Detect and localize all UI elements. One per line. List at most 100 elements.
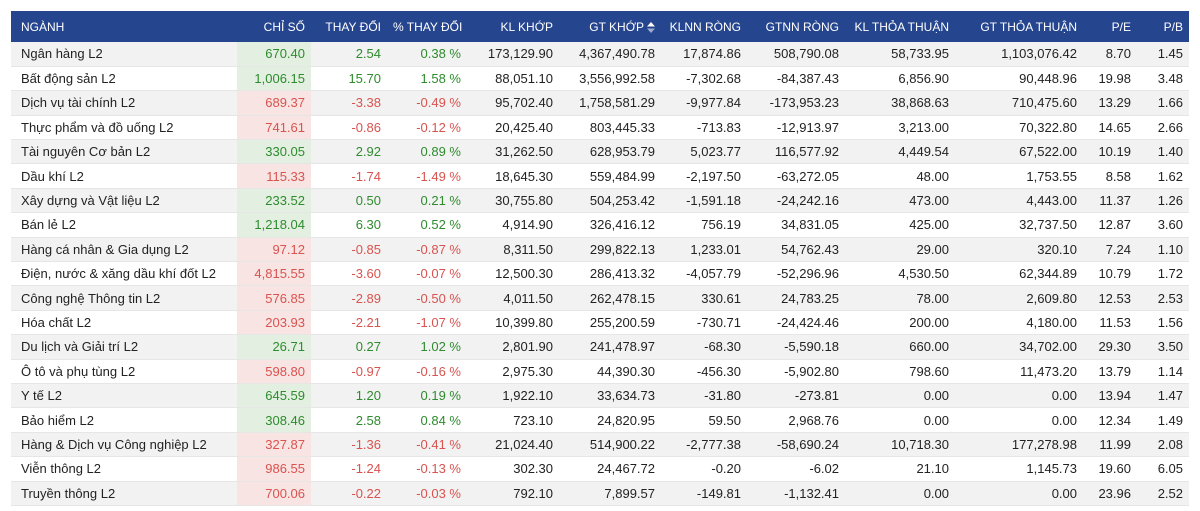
sector-name[interactable]: Ngân hàng L2 [11,42,237,67]
index-value: 330.05 [237,139,311,165]
column-header-matched-value[interactable]: GT KHỚP [559,11,661,42]
column-header-change[interactable]: THAY ĐỔI [325,19,381,34]
table-row[interactable]: Bất động sản L2 1,006.15 15.70 1.58 % 88,051… [11,66,1189,92]
pct-change-value: -1.49 % [387,163,467,189]
sector-name[interactable]: Công nghệ Thông tin L2 [11,285,237,311]
sector-name[interactable]: Điện, nước & xăng dầu khí đốt L2 [11,261,237,287]
change-value: 2.54 [311,42,387,67]
table-row[interactable]: Hàng cá nhân & Gia dụng L2 97.12 -0.85 -0.8… [11,237,1189,263]
sector-name[interactable]: Hàng cá nhân & Gia dụng L2 [11,237,237,263]
pb-value: 1.66 [1137,90,1189,116]
column-header-index[interactable]: CHỈ SỐ [263,19,305,34]
sector-name[interactable]: Xây dựng và Vật liệu L2 [11,188,237,214]
table-row[interactable]: Hóa chất L2 203.93 -2.21 -1.07 % 10,399.80 25… [11,310,1189,336]
index-value: 233.52 [237,188,311,214]
foreign-net-volume: -31.80 [661,383,747,409]
pct-change-value: -0.50 % [387,285,467,311]
foreign-net-volume: -149.81 [661,481,747,506]
put-through-value: 34,702.00 [955,334,1083,360]
change-value: 2.92 [311,139,387,165]
sector-name[interactable]: Thực phẩm và đồ uống L2 [11,115,237,141]
sector-name[interactable]: Bán lẻ L2 [11,212,237,238]
index-value: 670.40 [237,42,311,67]
column-header-pe[interactable]: P/E [1111,19,1131,34]
sector-name[interactable]: Hóa chất L2 [11,310,237,336]
sector-name[interactable]: Truyền thông L2 [11,481,237,506]
matched-value: 7,899.57 [559,481,661,506]
table-row[interactable]: Thực phẩm và đồ uống L2 741.61 -0.86 -0.12 … [11,115,1189,141]
table-row[interactable]: Xây dựng và Vật liệu L2 233.52 0.50 0.21 % 3… [11,188,1189,214]
foreign-net-value: -1,132.41 [747,481,845,506]
pe-value: 23.96 [1083,481,1137,506]
table-row[interactable]: Dịch vụ tài chính L2 689.37 -3.38 -0.49 % 95… [11,90,1189,116]
column-header-sector[interactable]: NGÀNH [21,19,65,34]
put-through-value: 67,522.00 [955,139,1083,165]
foreign-net-value: 2,968.76 [747,407,845,433]
matched-volume: 723.10 [467,407,559,433]
matched-volume: 20,425.40 [467,115,559,141]
put-through-volume: 58,733.95 [845,42,955,67]
column-header-pct-change[interactable]: % THAY ĐỔI [393,19,463,34]
column-header-put-through-value[interactable]: GT THỎA THUẬN [980,19,1077,34]
foreign-net-volume: -2,197.50 [661,163,747,189]
sector-name[interactable]: Tài nguyên Cơ bản L2 [11,139,237,165]
pe-value: 11.53 [1083,310,1137,336]
change-value: 2.58 [311,407,387,433]
sector-name[interactable]: Bất động sản L2 [11,66,237,92]
matched-value: 4,367,490.78 [559,42,661,67]
table-row[interactable]: Công nghệ Thông tin L2 576.85 -2.89 -0.50 %… [11,285,1189,311]
table-row[interactable]: Du lịch và Giải trí L2 26.71 0.27 1.02 % 2,8… [11,334,1189,360]
pb-value: 3.50 [1137,334,1189,360]
pb-value: 1.56 [1137,310,1189,336]
sector-name[interactable]: Du lịch và Giải trí L2 [11,334,237,360]
index-value: 327.87 [237,432,311,458]
index-value: 1,006.15 [237,66,311,92]
table-row[interactable]: Bảo hiểm L2 308.46 2.58 0.84 % 723.10 24,820.… [11,407,1189,433]
table-row[interactable]: Viễn thông L2 986.55 -1.24 -0.13 % 302.30 24,… [11,456,1189,482]
sector-name[interactable]: Bảo hiểm L2 [11,407,237,433]
sector-table-container: NGÀNH CHỈ SỐ THAY ĐỔI % THAY ĐỔI KL KHỚP… [11,11,1189,506]
pe-value: 13.79 [1083,359,1137,384]
sector-name[interactable]: Y tế L2 [11,383,237,409]
index-value: 645.59 [237,383,311,409]
column-header-matched-volume[interactable]: KL KHỚP [500,19,553,34]
sort-updown-icon[interactable] [647,21,655,33]
foreign-net-value: -5,902.80 [747,359,845,384]
table-row[interactable]: Tài nguyên Cơ bản L2 330.05 2.92 0.89 % 31,2… [11,139,1189,165]
matched-value: 504,253.42 [559,188,661,214]
table-row[interactable]: Dầu khí L2 115.33 -1.74 -1.49 % 18,645.30 559… [11,163,1189,189]
table-row[interactable]: Hàng & Dịch vụ Công nghiệp L2 327.87 -1.36… [11,432,1189,458]
pe-value: 29.30 [1083,334,1137,360]
column-header-foreign-net-value[interactable]: GTNN RÒNG [765,19,839,34]
put-through-value: 0.00 [955,481,1083,506]
sector-name[interactable]: Viễn thông L2 [11,456,237,482]
matched-volume: 31,262.50 [467,139,559,165]
table-row[interactable]: Ngân hàng L2 670.40 2.54 0.38 % 173,129.90 4,… [11,42,1189,67]
pe-value: 14.65 [1083,115,1137,141]
change-value: -3.60 [311,261,387,287]
column-header-put-through-volume[interactable]: KL THỎA THUẬN [854,19,949,34]
table-row[interactable]: Bán lẻ L2 1,218.04 6.30 0.52 % 4,914.90 326,4… [11,212,1189,238]
column-header-foreign-net-volume[interactable]: KLNN RÒNG [669,19,741,34]
table-row[interactable]: Ô tô và phụ tùng L2 598.80 -0.97 -0.16 % 2,9… [11,359,1189,384]
table-row[interactable]: Truyền thông L2 700.06 -0.22 -0.03 % 792.10 7… [11,481,1189,506]
table-row[interactable]: Điện, nước & xăng dầu khí đốt L2 4,815.55… [11,261,1189,287]
matched-volume: 4,914.90 [467,212,559,238]
sector-name[interactable]: Ô tô và phụ tùng L2 [11,359,237,384]
sector-name[interactable]: Dịch vụ tài chính L2 [11,90,237,116]
matched-volume: 792.10 [467,481,559,506]
column-header-pb[interactable]: P/B [1163,19,1183,34]
foreign-net-volume: 756.19 [661,212,747,238]
index-value: 203.93 [237,310,311,336]
foreign-net-volume: 17,874.86 [661,42,747,67]
pct-change-value: 0.89 % [387,139,467,165]
pct-change-value: -0.07 % [387,261,467,287]
table-row[interactable]: Y tế L2 645.59 1.20 0.19 % 1,922.10 33,634.73… [11,383,1189,409]
pb-value: 1.72 [1137,261,1189,287]
pct-change-value: 0.38 % [387,42,467,67]
foreign-net-volume: 330.61 [661,285,747,311]
pct-change-value: 1.02 % [387,334,467,360]
sector-name[interactable]: Dầu khí L2 [11,163,237,189]
put-through-value: 62,344.89 [955,261,1083,287]
sector-name[interactable]: Hàng & Dịch vụ Công nghiệp L2 [11,432,237,458]
